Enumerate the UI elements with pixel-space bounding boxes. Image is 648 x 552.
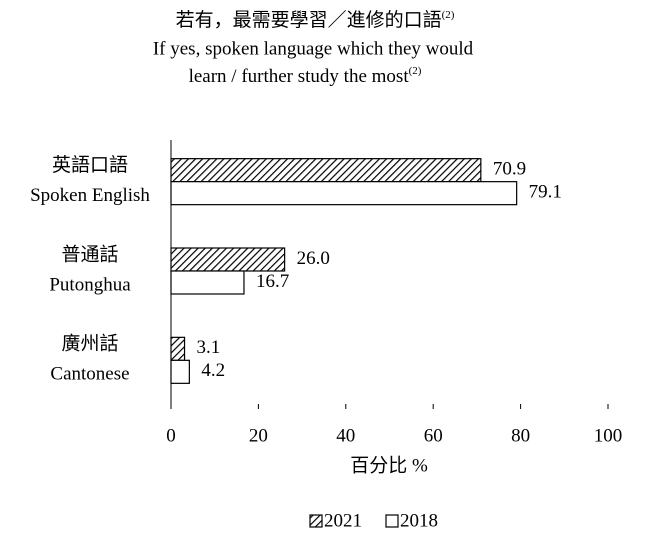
y-tick-label: 普通話: [61, 243, 118, 265]
legend-swatch: [309, 514, 323, 528]
bar: [170, 181, 518, 206]
y-tick-label: Spoken English: [30, 185, 150, 206]
legend-swatch: [385, 514, 399, 528]
title-note: (2): [442, 9, 455, 21]
legend-label: 2018: [400, 510, 438, 531]
x-tick-label: 20: [249, 425, 268, 446]
y-tick-label: Putonghua: [49, 274, 131, 295]
title-note: (2): [409, 65, 422, 77]
value-label: 26.0: [297, 248, 330, 269]
y-tick-label: Cantonese: [50, 364, 129, 385]
value-label: 79.1: [529, 182, 562, 203]
bar: [170, 270, 245, 295]
value-label: 70.9: [493, 159, 526, 180]
x-tick-label: 80: [511, 425, 530, 446]
x-tick-label: 60: [424, 425, 443, 446]
y-tick-label: 英語口語: [52, 154, 128, 176]
x-tick-label: 40: [336, 425, 355, 446]
bar: [170, 336, 186, 361]
title-line: 若有，最需要學習／進修的口語: [176, 9, 442, 31]
x-axis-label: 百分比 %: [350, 454, 428, 476]
value-label: 4.2: [201, 360, 225, 381]
value-label: 16.7: [256, 271, 289, 292]
x-tick-label: 100: [594, 425, 623, 446]
chart-title: If yes, spoken language which they would: [153, 38, 474, 59]
bar: [170, 158, 482, 183]
title-line: learn / further study the most: [189, 66, 410, 87]
chart-title: learn / further study the most(2): [189, 65, 422, 88]
legend-label: 2021: [324, 510, 362, 531]
bar: [170, 359, 190, 384]
chart-title: 若有，最需要學習／進修的口語(2): [176, 9, 455, 32]
value-label: 3.1: [197, 337, 221, 358]
y-tick-label: 廣州話: [61, 333, 118, 355]
bar: [170, 247, 286, 272]
x-tick-label: 0: [166, 425, 176, 446]
